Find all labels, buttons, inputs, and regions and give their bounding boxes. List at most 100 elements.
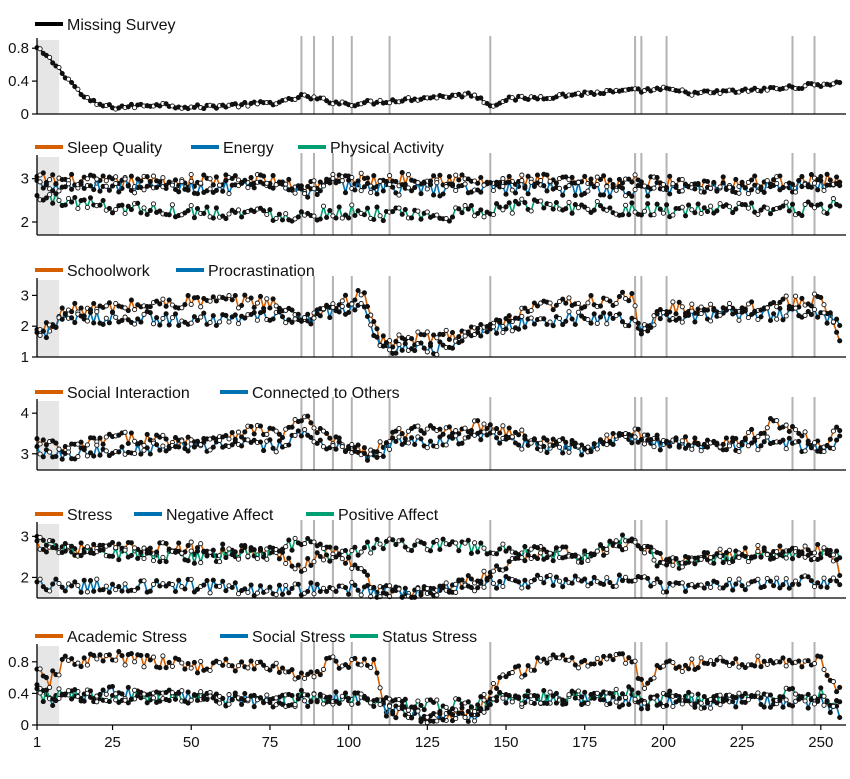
x-tick-label: 125 — [415, 734, 440, 751]
data-point — [194, 586, 201, 592]
data-point — [519, 701, 525, 707]
data-point — [626, 323, 632, 329]
data-point — [245, 437, 251, 443]
data-point — [311, 539, 317, 545]
data-point — [569, 174, 575, 180]
data-point — [383, 340, 389, 346]
data-point — [443, 215, 449, 222]
data-point — [638, 179, 644, 185]
data-point — [682, 588, 689, 594]
data-point — [427, 548, 434, 554]
data-point — [311, 425, 317, 431]
data-point — [289, 547, 295, 553]
data-point — [324, 552, 330, 558]
data-point — [188, 697, 194, 703]
data-point — [626, 701, 632, 708]
data-point — [144, 431, 150, 437]
data-point — [191, 314, 197, 320]
data-point — [289, 585, 295, 592]
data-point — [47, 54, 53, 60]
data-point — [453, 172, 459, 178]
data-point — [462, 714, 468, 721]
data-point — [742, 308, 748, 314]
data-point — [575, 179, 581, 185]
data-point — [311, 315, 317, 321]
data-point — [585, 300, 591, 306]
data-point — [547, 656, 553, 662]
data-point — [106, 205, 112, 211]
data-point — [257, 293, 264, 299]
data-point — [764, 178, 770, 184]
data-point — [204, 204, 210, 210]
data-point — [789, 581, 796, 587]
data-point — [472, 718, 478, 724]
data-point — [799, 433, 805, 439]
data-point — [519, 178, 525, 184]
data-point — [176, 540, 182, 546]
data-point — [834, 437, 840, 443]
data-point — [604, 546, 610, 552]
data-point — [708, 705, 714, 711]
data-point — [676, 442, 682, 449]
data-point — [597, 660, 604, 666]
data-point — [324, 214, 330, 221]
data-point — [563, 577, 569, 583]
data-point — [837, 582, 843, 588]
data-point — [704, 580, 711, 587]
data-point — [339, 178, 345, 184]
data-point — [830, 703, 836, 709]
data-point — [443, 184, 449, 190]
data-point — [418, 428, 424, 434]
data-point — [811, 550, 818, 556]
data-point — [437, 172, 443, 178]
data-point — [626, 298, 632, 304]
data-point — [465, 206, 471, 212]
data-point — [286, 537, 292, 543]
data-point — [638, 328, 644, 334]
data-point — [714, 579, 720, 586]
data-point — [553, 545, 559, 551]
data-point — [805, 552, 811, 558]
data-point — [150, 173, 157, 179]
data-point — [94, 442, 100, 448]
data-point — [739, 693, 745, 699]
data-point — [349, 174, 355, 181]
data-point — [780, 582, 786, 588]
data-point — [358, 549, 364, 555]
data-point — [40, 437, 46, 443]
data-point — [150, 581, 157, 587]
data-point — [223, 433, 229, 439]
data-point — [588, 176, 594, 182]
data-point — [128, 552, 134, 559]
data-point — [380, 546, 386, 552]
data-point — [497, 430, 503, 436]
data-point — [210, 695, 216, 701]
data-point — [292, 316, 298, 322]
data-point — [676, 664, 682, 670]
data-point — [245, 696, 251, 702]
data-point — [465, 434, 471, 440]
data-point — [717, 553, 723, 559]
data-point — [799, 174, 805, 180]
data-point — [774, 549, 780, 555]
data-point — [229, 552, 235, 558]
data-point — [601, 552, 607, 558]
data-point — [377, 439, 383, 445]
data-point — [796, 696, 802, 702]
data-point — [267, 437, 273, 443]
data-point — [538, 550, 544, 556]
data-point — [295, 562, 301, 568]
data-point — [723, 435, 729, 441]
data-point — [213, 298, 219, 304]
y-tick-label: 1 — [21, 349, 29, 366]
data-point — [72, 84, 78, 90]
legend-label: Social Stress — [252, 629, 345, 646]
data-point — [172, 588, 179, 595]
data-point — [815, 314, 821, 320]
data-point — [399, 705, 405, 711]
data-point — [553, 574, 559, 580]
data-point — [465, 699, 471, 705]
data-point — [503, 98, 509, 104]
data-point — [679, 319, 685, 325]
data-point — [607, 298, 613, 304]
